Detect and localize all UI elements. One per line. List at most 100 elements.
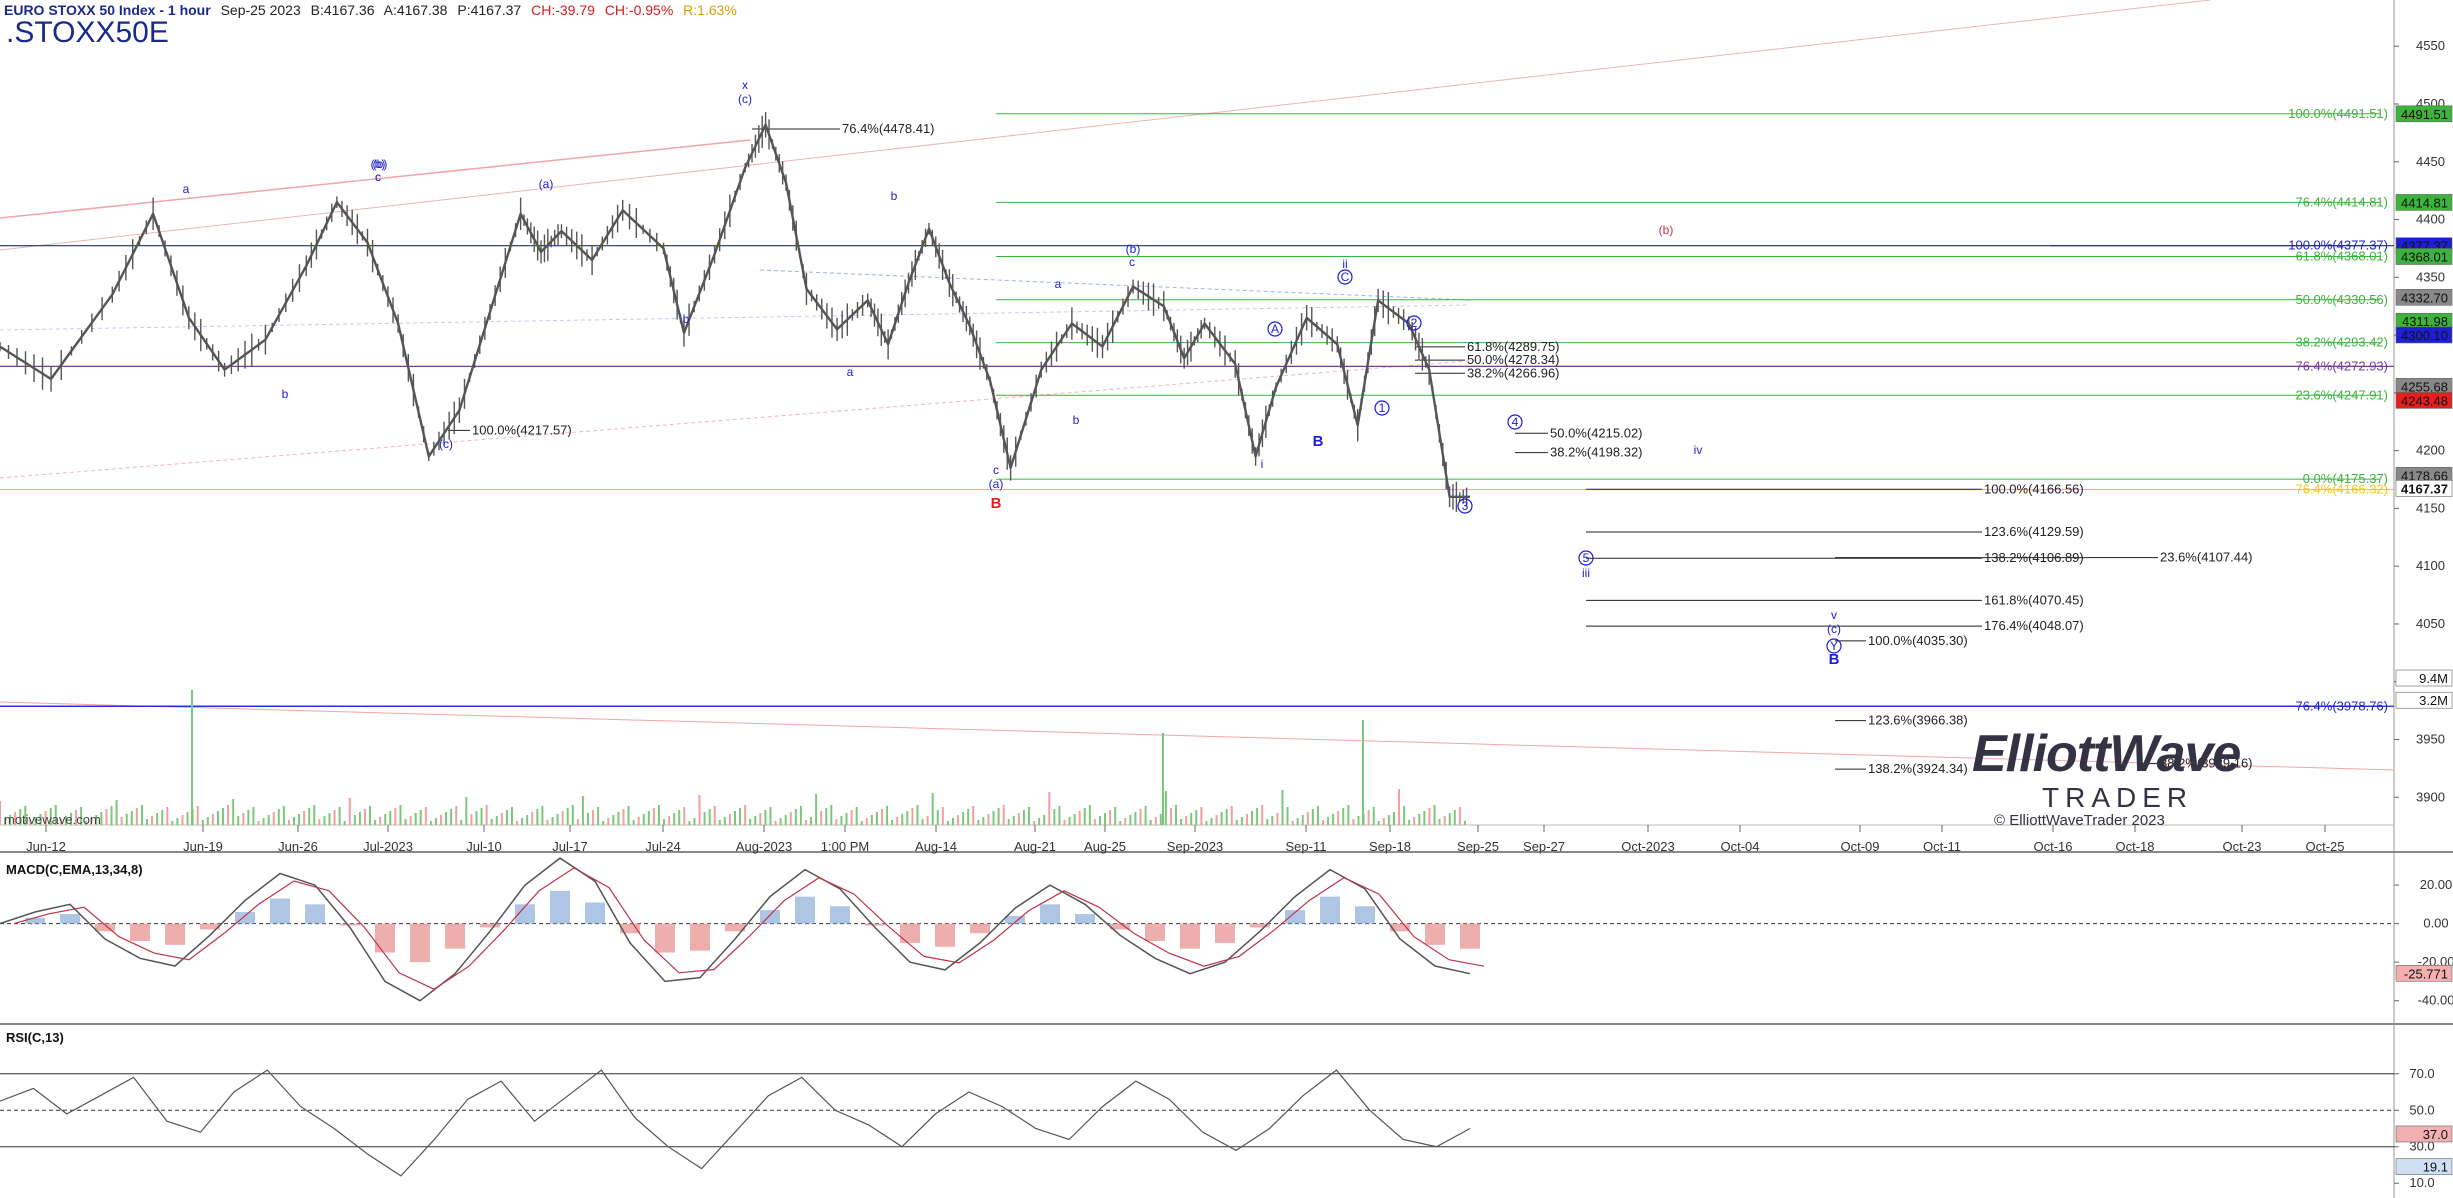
x-tick-label: Jul-10 <box>466 839 501 854</box>
macd-histogram-bar <box>1390 923 1410 932</box>
price-label: 4167.37 <box>2401 481 2448 496</box>
macd-histogram-bar <box>1040 904 1060 924</box>
fib-level-label: 38.2%(4198.32) <box>1550 445 1643 460</box>
macd-histogram-bar <box>1425 923 1445 945</box>
wave-label: x <box>742 78 748 92</box>
logo-subtext: TRADER <box>2042 782 2194 813</box>
fib-level-label: 50.0%(4278.34) <box>1467 352 1560 367</box>
fib-level-label: 38.2%(3929.16) <box>2160 756 2253 771</box>
wave-label: b <box>282 387 289 401</box>
x-tick-label: 1:00 PM <box>821 839 869 854</box>
rsi-tick-label: 70.0 <box>2409 1066 2434 1081</box>
wave-label: 5 <box>1583 551 1590 565</box>
logo-copyright: © ElliottWaveTrader 2023 <box>1994 812 2165 829</box>
wave-label: (b) <box>371 157 386 171</box>
macd-histogram-bar <box>970 923 990 934</box>
macd-histogram-bar <box>1460 923 1480 949</box>
macd-histogram-bar <box>1180 923 1200 949</box>
macd-histogram-bar <box>1110 923 1130 930</box>
price-label-box <box>2395 326 2453 344</box>
trend-channel <box>0 0 2211 251</box>
wave-label: c <box>1129 255 1135 269</box>
wave-label: iii <box>1582 566 1590 580</box>
wave-label-circle <box>1337 269 1353 285</box>
fib-level-label: 50.0%(4330.56) <box>2295 292 2388 307</box>
price-label-box <box>2395 105 2453 123</box>
macd-histogram-bar <box>1355 906 1375 924</box>
x-tick-label: Oct-04 <box>1720 839 1759 854</box>
ask: A:4167.38 <box>383 2 448 18</box>
x-tick-label: Aug-2023 <box>736 839 792 854</box>
macd-value-box <box>2395 964 2453 982</box>
x-tick-label: Aug-14 <box>915 839 957 854</box>
macd-histogram-bar <box>235 912 255 924</box>
rsi-title: RSI(C,13) <box>6 1030 64 1045</box>
wave-label: b <box>891 189 898 203</box>
wave-label: (a) <box>539 177 554 191</box>
macd-histogram-bar <box>550 890 570 924</box>
x-tick-label: Aug-25 <box>1084 839 1126 854</box>
fib-level-label: 50.0%(4215.02) <box>1550 425 1643 440</box>
macd-histogram-bar <box>725 923 745 932</box>
price-label: 3.2M <box>2419 693 2448 708</box>
watermark: motivewave.com <box>4 812 101 827</box>
wave-label: v <box>1831 608 1837 622</box>
wave-label: 2 <box>1411 316 1418 330</box>
wave-label: (c) <box>738 92 752 106</box>
rsi-value-box <box>2395 1125 2453 1143</box>
price-label-box <box>2395 289 2453 306</box>
macd-histogram-bar <box>655 923 675 953</box>
x-tick-label: Sep-18 <box>1369 839 1411 854</box>
wave-label-circle <box>1374 400 1390 416</box>
macd-value-label: -25.771 <box>2404 966 2448 981</box>
macd-histogram-bar <box>480 923 500 928</box>
macd-histogram-bar <box>1320 896 1340 924</box>
price-label: 4178.66 <box>2401 468 2448 483</box>
price-label-box <box>2395 480 2453 497</box>
price-label-box <box>2395 248 2453 265</box>
wave-label-circle <box>1406 315 1422 331</box>
fib-level-label: 38.2%(4293.42) <box>2295 335 2388 350</box>
fib-level-label: 100.0%(4217.57) <box>472 422 572 437</box>
fib-level-label: 100.0%(4166.56) <box>1984 481 2084 496</box>
macd-histogram-bar <box>865 923 885 926</box>
symbol: .STOXX50E <box>6 16 169 49</box>
y-tick-label: 4450 <box>2416 154 2445 169</box>
y-tick-label: 4050 <box>2416 616 2445 631</box>
macd-histogram-bar <box>445 923 465 949</box>
bid: B:4167.36 <box>310 2 375 18</box>
macd-histogram-bar <box>305 904 325 924</box>
trend-channel <box>0 304 1471 331</box>
fib-level-label: 138.2%(3924.34) <box>1868 761 1968 776</box>
rsi-tick-label: 10.0 <box>2409 1175 2434 1190</box>
wave-label: i <box>1261 457 1264 471</box>
wave-label: a <box>847 365 854 379</box>
wave-label: A <box>1271 322 1279 336</box>
wave-label-circle <box>1826 638 1842 654</box>
rsi-value-label: 37.0 <box>2423 1127 2448 1142</box>
macd-histogram-bar <box>830 906 850 924</box>
macd-histogram-bar <box>1145 923 1165 941</box>
wave-label: (c) <box>1827 622 1841 636</box>
fib-level-label: 100.0%(4491.51) <box>2288 106 2388 121</box>
x-tick-label: Aug-21 <box>1014 839 1056 854</box>
fib-level-label: 23.6%(4247.91) <box>2295 387 2388 402</box>
price-label: 4255.68 <box>2401 379 2448 394</box>
macd-tick-label: -40.00 <box>2418 993 2453 1008</box>
fib-level-label: 100.0%(4377.37) <box>2288 238 2388 253</box>
x-tick-label: Jul-2023 <box>363 839 413 854</box>
macd-histogram-bar <box>585 902 605 924</box>
fib-level-label: 100.0%(4035.30) <box>1868 633 1968 648</box>
x-tick-label: Sep-25 <box>1457 839 1499 854</box>
price-label: 4368.01 <box>2401 250 2448 265</box>
wave-label-circle <box>1267 321 1283 337</box>
title: EURO STOXX 50 Index - 1 hour <box>4 2 211 18</box>
range: R:1.63% <box>683 2 737 18</box>
y-tick-label: 4350 <box>2416 269 2445 284</box>
price-label: 4243.48 <box>2401 393 2448 408</box>
y-tick-label: 4400 <box>2416 212 2445 227</box>
wave-label: 3 <box>1462 499 1469 513</box>
